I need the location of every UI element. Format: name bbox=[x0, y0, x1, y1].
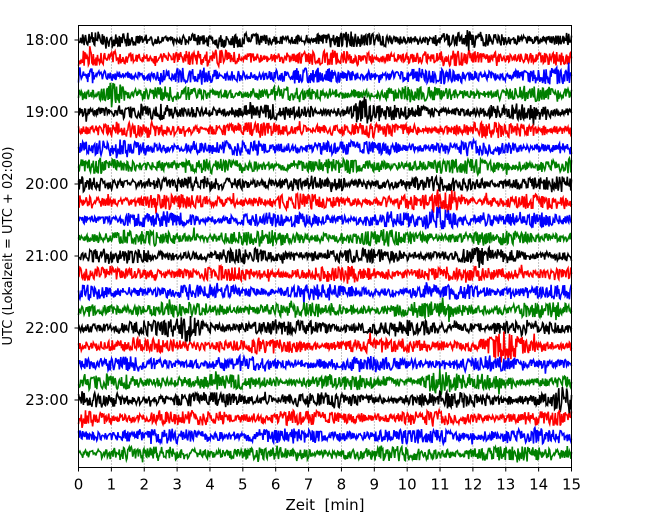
trace-2215 bbox=[77, 331, 573, 363]
x-tick-label: 2 bbox=[139, 476, 149, 494]
trace-1930 bbox=[77, 137, 573, 159]
x-tick-label: 5 bbox=[238, 476, 248, 494]
trace-1900 bbox=[78, 96, 573, 126]
y-tick-label: 21:00 bbox=[25, 247, 68, 265]
y-tick-label: 23:00 bbox=[25, 391, 68, 409]
x-tick-label: 9 bbox=[370, 476, 380, 494]
trace-2045 bbox=[77, 227, 572, 248]
x-tick-label: 14 bbox=[529, 476, 548, 494]
trace-2315 bbox=[77, 407, 573, 428]
x-tick-label: 13 bbox=[496, 476, 515, 494]
y-tick-label: 22:00 bbox=[25, 319, 68, 337]
x-tick-label: 15 bbox=[562, 476, 581, 494]
y-tick-label: 19:00 bbox=[25, 103, 68, 121]
trace-2230 bbox=[77, 353, 573, 375]
x-tick-label: 1 bbox=[107, 476, 117, 494]
trace-1845 bbox=[77, 82, 573, 108]
trace-2245 bbox=[77, 368, 573, 395]
y-tick-label: 18:00 bbox=[25, 31, 68, 49]
trace-2145 bbox=[77, 297, 573, 323]
trace-1830 bbox=[77, 62, 573, 86]
x-tick-label: 8 bbox=[337, 476, 347, 494]
y-axis-ticks: 18:00 19:00 20:00 21:00 22:00 23:00 bbox=[25, 31, 79, 409]
x-tick-label: 11 bbox=[430, 476, 449, 494]
trace-1800 bbox=[77, 30, 573, 51]
plot-frame bbox=[78, 25, 572, 468]
trace-2130 bbox=[77, 282, 573, 305]
x-tick-label: 6 bbox=[271, 476, 281, 494]
x-axis-label: Zeit [min] bbox=[285, 496, 364, 514]
x-tick-label: 3 bbox=[172, 476, 182, 494]
x-axis-ticks: 0 1 2 3 4 5 6 7 8 9 10 11 12 13 14 15 bbox=[74, 467, 581, 494]
x-tick-label: 7 bbox=[304, 476, 314, 494]
trace-2030 bbox=[77, 206, 573, 230]
x-tick-label: 12 bbox=[463, 476, 482, 494]
y-tick-label: 20:00 bbox=[25, 175, 68, 193]
trace-1945 bbox=[77, 155, 573, 178]
trace-2000 bbox=[77, 174, 573, 194]
seismogram-traces bbox=[77, 30, 573, 464]
trace-2015 bbox=[78, 189, 573, 214]
trace-2100 bbox=[78, 244, 573, 268]
x-tick-label: 0 bbox=[74, 476, 84, 494]
x-tick-label: 10 bbox=[398, 476, 417, 494]
x-tick-label: 4 bbox=[205, 476, 215, 494]
trace-2115 bbox=[77, 264, 573, 284]
trace-2330 bbox=[77, 425, 573, 447]
trace-2345 bbox=[77, 444, 573, 464]
trace-2200 bbox=[77, 315, 573, 344]
trace-2300 bbox=[77, 386, 573, 416]
trace-1815 bbox=[77, 46, 573, 70]
y-axis-label: UTC (Lokalzeit = UTC + 02:00) bbox=[1, 147, 16, 346]
trace-1915 bbox=[77, 118, 573, 140]
